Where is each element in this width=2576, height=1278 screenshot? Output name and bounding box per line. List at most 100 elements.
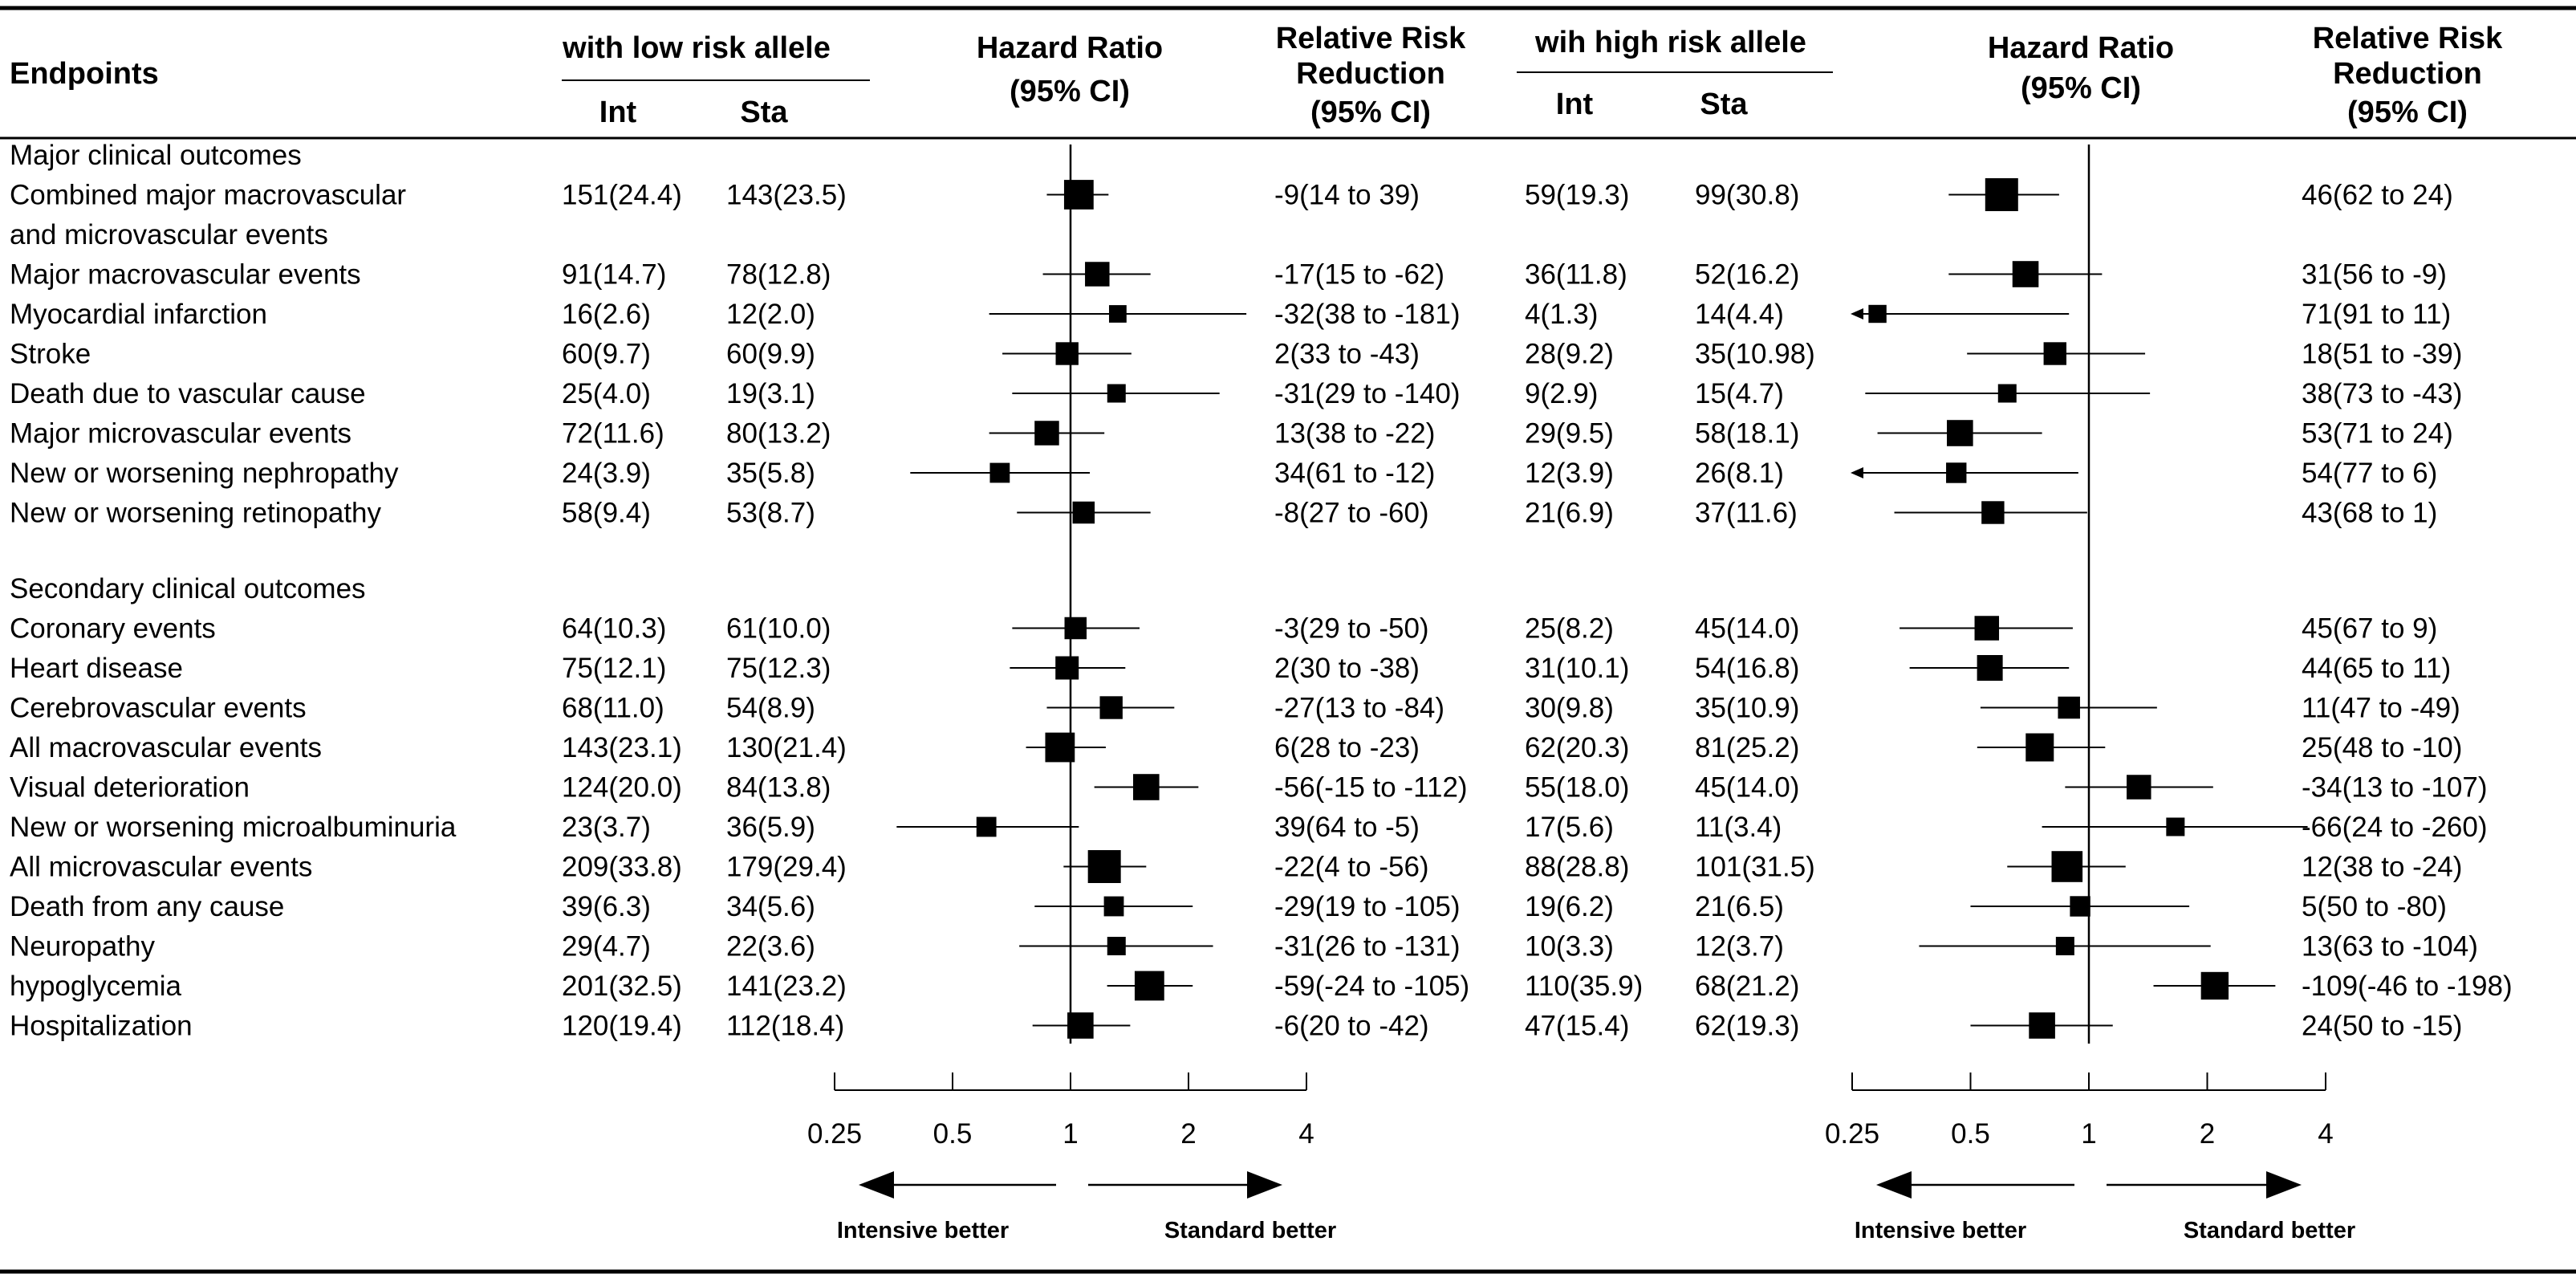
low-sta-count: 19(3.1) — [726, 378, 815, 409]
high-sta-count: 58(18.1) — [1695, 418, 1799, 450]
low-int-count: 201(32.5) — [562, 971, 682, 1002]
high-rrr-value: 12(38 to -24) — [2302, 852, 2462, 883]
low-int-count: 24(3.9) — [562, 458, 651, 489]
header-high-rrr-line2: Reduction — [2333, 57, 2482, 91]
low-int-count: 68(11.0) — [562, 693, 664, 724]
high-tick-label: 4 — [2318, 1118, 2333, 1150]
low-sta-count: 61(10.0) — [726, 613, 831, 645]
high-standard-better-label: Standard better — [2184, 1218, 2355, 1243]
high-hr-point — [2200, 971, 2229, 1000]
high-int-count: 4(1.3) — [1525, 299, 1598, 330]
low-rrr-value: -31(29 to -140) — [1274, 378, 1461, 409]
high-tick-label: 1 — [2081, 1118, 2096, 1150]
low-int-count: 58(9.4) — [562, 498, 651, 529]
high-rrr-value: 54(77 to 6) — [2302, 458, 2437, 489]
high-rrr-value: 5(50 to -80) — [2302, 891, 2447, 922]
high-rrr-value: 53(71 to 24) — [2302, 418, 2453, 450]
low-hr-point — [1103, 896, 1124, 917]
high-int-count: 110(35.9) — [1525, 971, 1643, 1002]
low-rrr-value: -56(-15 to -112) — [1274, 772, 1468, 804]
high-rrr-value: 45(67 to 9) — [2302, 613, 2437, 645]
low-intensive-arrow-head — [859, 1171, 894, 1199]
low-rrr-value: 2(30 to -38) — [1274, 653, 1420, 684]
low-hr-point — [1063, 180, 1094, 210]
low-sta-count: 112(18.4) — [726, 1011, 844, 1042]
low-tick-label: 2 — [1180, 1118, 1196, 1150]
high-hr-point — [1947, 420, 1973, 446]
header-high-rrr-line3: (95% CI) — [2347, 96, 2468, 129]
low-hr-point — [1099, 696, 1123, 719]
low-hr-point — [1108, 305, 1127, 323]
high-rrr-value: 11(47 to -49) — [2302, 693, 2460, 724]
low-int-count: 25(4.0) — [562, 378, 651, 409]
high-hr-point — [2043, 342, 2066, 365]
endpoint-label: Hospitalization — [10, 1011, 193, 1042]
low-int-count: 64(10.3) — [562, 613, 666, 645]
low-hr-point — [1072, 501, 1095, 524]
high-int-count: 30(9.8) — [1525, 693, 1614, 724]
low-rrr-value: -32(38 to -181) — [1274, 299, 1461, 330]
endpoint-label: Coronary events — [10, 613, 216, 645]
high-int-count: 29(9.5) — [1525, 418, 1614, 450]
header-high-risk-group: wih high risk allele — [1534, 26, 1806, 59]
low-int-count: 60(9.7) — [562, 339, 651, 370]
low-tick-label: 4 — [1298, 1118, 1314, 1150]
high-hr-point — [2055, 937, 2074, 955]
high-tick-label: 0.5 — [1951, 1118, 1990, 1150]
low-sta-count: 35(5.8) — [726, 458, 815, 489]
header-low-int: Int — [599, 96, 637, 129]
low-tick-label: 0.5 — [933, 1118, 973, 1150]
high-sta-count: 26(8.1) — [1695, 458, 1784, 489]
low-rrr-value: 39(64 to -5) — [1274, 812, 1420, 843]
high-hr-point — [2029, 1012, 2055, 1039]
endpoint-label: Major microvascular events — [10, 418, 351, 450]
high-int-count: 25(8.2) — [1525, 613, 1614, 645]
high-int-count: 55(18.0) — [1525, 772, 1629, 804]
high-sta-count: 15(4.7) — [1695, 378, 1784, 409]
low-hr-point — [1067, 1012, 1094, 1039]
high-int-count: 36(11.8) — [1525, 259, 1627, 291]
high-hr-point — [2127, 775, 2151, 800]
high-int-count: 9(2.9) — [1525, 378, 1598, 409]
endpoint-label: Stroke — [10, 339, 91, 370]
low-rrr-value: -22(4 to -56) — [1274, 852, 1429, 883]
low-int-count: 151(24.4) — [562, 180, 682, 211]
endpoint-label: Neuropathy — [10, 931, 155, 963]
low-sta-count: 78(12.8) — [726, 259, 831, 291]
high-hr-point — [2012, 261, 2039, 287]
section-title: Secondary clinical outcomes — [10, 573, 366, 604]
low-hr-point — [989, 462, 1010, 483]
header-high-hr-line2: (95% CI) — [2021, 71, 2141, 105]
low-sta-count: 75(12.3) — [726, 653, 831, 684]
low-hr-point — [1055, 656, 1079, 680]
high-int-count: 47(15.4) — [1525, 1011, 1629, 1042]
high-int-count: 59(19.3) — [1525, 180, 1629, 211]
low-hr-point — [1085, 262, 1110, 287]
high-ci-truncation-arrow — [1851, 308, 1863, 320]
low-tick-label: 1 — [1062, 1118, 1078, 1150]
high-rrr-value: 13(63 to -104) — [2302, 931, 2478, 963]
low-hr-point — [1045, 732, 1075, 763]
low-int-count: 39(6.3) — [562, 891, 651, 922]
high-tick-label: 0.25 — [1825, 1118, 1879, 1150]
high-sta-count: 45(14.0) — [1695, 613, 1799, 645]
endpoint-label: New or worsening nephropathy — [10, 458, 399, 489]
high-sta-count: 54(16.8) — [1695, 653, 1799, 684]
low-hr-point — [1034, 421, 1059, 446]
high-standard-arrow-head — [2266, 1171, 2302, 1199]
high-hr-point — [2025, 733, 2054, 762]
high-rrr-value: -109(-46 to -198) — [2302, 971, 2513, 1002]
low-sta-count: 80(13.2) — [726, 418, 831, 450]
high-rrr-value: 38(73 to -43) — [2302, 378, 2462, 409]
low-hr-point — [1107, 937, 1126, 955]
high-rrr-value: 25(48 to -10) — [2302, 732, 2462, 763]
high-sta-count: 62(19.3) — [1695, 1011, 1799, 1042]
header-low-rrr-line2: Reduction — [1296, 57, 1445, 91]
endpoint-label: Cerebrovascular events — [10, 693, 307, 724]
endpoint-label: New or worsening retinopathy — [10, 498, 382, 529]
high-int-count: 10(3.3) — [1525, 931, 1614, 963]
high-hr-point — [2070, 896, 2090, 917]
high-sta-count: 35(10.9) — [1695, 693, 1799, 724]
high-rrr-value: 43(68 to 1) — [2302, 498, 2437, 529]
endpoint-label: Death from any cause — [10, 891, 284, 922]
